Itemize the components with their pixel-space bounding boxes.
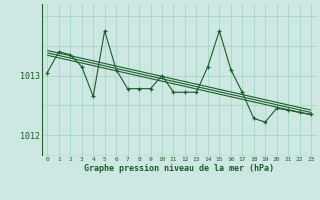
X-axis label: Graphe pression niveau de la mer (hPa): Graphe pression niveau de la mer (hPa) [84,164,274,173]
